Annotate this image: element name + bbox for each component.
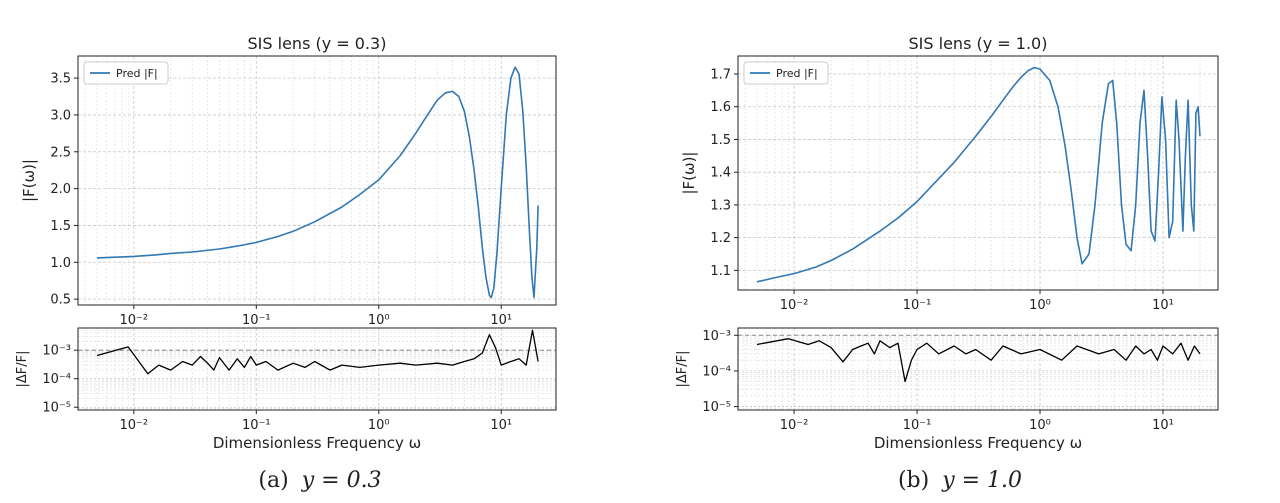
panel-b-main-title: SIS lens (y = 1.0) xyxy=(909,34,1048,53)
panel-a-main-y-tick-label: 0.5 xyxy=(50,293,71,308)
panel-a-main-legend-box xyxy=(83,61,169,85)
panel-a-residual-x-tick-label: 10⁻¹ xyxy=(242,418,271,433)
panel-a-main-x-tick-label: 10⁻² xyxy=(120,313,149,328)
panel-b-residual-y-tick-label: 10⁻³ xyxy=(702,329,731,344)
panel-b-main-y-tick-label: 1.1 xyxy=(710,264,731,279)
panel-a-main-legend-label: Pred |F| xyxy=(116,67,158,80)
panel-b-residual-x-tick-label: 10¹ xyxy=(1152,418,1174,433)
panel-a-main-legend: Pred |F| xyxy=(83,61,169,85)
panel-b-main-y-tick-label: 1.3 xyxy=(710,198,731,213)
caption-b-equation: y = 1.0 xyxy=(942,468,1023,493)
panel-a-residual-y-axis-label: |ΔF/F| xyxy=(15,351,30,388)
panel-b-residual-y-tick-label: 10⁻⁴ xyxy=(702,364,731,379)
panel-a-residual-grid xyxy=(78,327,556,411)
panel-b-main-y-axis-label: |F(ω)| xyxy=(680,151,698,194)
panel-a-main-y-tick-label: 3.5 xyxy=(50,72,71,87)
panel-a-residual-plot-area xyxy=(78,328,556,410)
panel-b-residual-frame xyxy=(737,327,1219,411)
panel-a-main-title: SIS lens (y = 0.3) xyxy=(248,34,387,53)
panel-a-residual-x-tick-label: 10¹ xyxy=(490,418,512,433)
panel-b-main-y-tick-label: 1.2 xyxy=(710,231,731,246)
panel-b-residual-y-tick-label: 10⁻⁵ xyxy=(702,400,731,415)
panel-a-main-plot-area xyxy=(78,56,556,305)
panel-b-main-x-tick-label: 10¹ xyxy=(1152,298,1174,313)
panel-b-main-legend-label: Pred |F| xyxy=(776,67,818,80)
panel-b-main-legend-box xyxy=(743,61,829,85)
panel-a-main-series-line xyxy=(96,66,539,299)
panel-b-residual-y-axis-label: |ΔF/F| xyxy=(675,351,690,388)
panel-a-main-y-tick-label: 2.5 xyxy=(50,145,71,160)
panel-b-main-y-tick-label: 1.7 xyxy=(710,68,731,83)
panel-b-residual-x-axis-label: Dimensionless Frequency ω xyxy=(874,434,1082,452)
panel-a-main-frame xyxy=(77,55,557,306)
panel-b-residual-grid xyxy=(738,328,1218,411)
panel-b-residual-series-line xyxy=(756,338,1201,383)
panel-b-residual-x-tick-label: 10⁻¹ xyxy=(903,418,932,433)
caption-a: (a) y = 0.3 xyxy=(0,468,640,493)
panel-a-main-x-tick-label: 10⁰ xyxy=(368,313,390,328)
panel-a-main-plot: 10⁻² 10⁻¹ 10⁰ 10¹ 0.5 1.0 1.5 2.0 2.5 3.0 3.5 SIS l… xyxy=(20,34,557,328)
caption-a-equation: y = 0.3 xyxy=(301,468,382,493)
panel-b-main-y-tick-label: 1.5 xyxy=(710,133,731,148)
panel-b-main-x-tick-label: 10⁻² xyxy=(780,298,809,313)
caption-b-label: (b) xyxy=(897,468,930,493)
panel-b-main-plot: 10⁻² 10⁻¹ 10⁰ 10¹ 1.1 1.2 1.3 1.4 1.5 1.6 1.7 SIS l… xyxy=(680,34,1219,313)
panel-b-main-series-line xyxy=(756,66,1201,283)
panel-a-main-y-tick-label: 3.0 xyxy=(50,108,71,123)
panel-a-residual-y-tick-label: 10⁻⁴ xyxy=(42,372,71,387)
panel-a-residual-y-tick-label: 10⁻⁵ xyxy=(42,401,71,416)
panel-a-main-y-tick-label: 1.0 xyxy=(50,256,71,271)
panel-a-residual-plot: 10⁻² 10⁻¹ 10⁰ 10¹ 10⁻⁵ 10⁻⁴ 10⁻³ Dimensionless … xyxy=(15,327,557,452)
panel-a-residual-frame xyxy=(77,327,557,411)
panel-a-main-y-tick-label: 2.0 xyxy=(50,182,71,197)
panel-a-residual-x-tick-label: 10⁻² xyxy=(120,418,149,433)
panel-b-main-x-tick-label: 10⁰ xyxy=(1029,298,1051,313)
panel-b-main-plot-area xyxy=(738,56,1218,290)
panel-a-residual-series-line xyxy=(96,329,539,375)
caption-a-label: (a) xyxy=(258,468,289,493)
panel-b-main-y-tick-label: 1.6 xyxy=(710,100,731,115)
panel-a-main-x-tick-label: 10¹ xyxy=(490,313,512,328)
panel-b-main-frame xyxy=(737,55,1219,291)
panel-b-residual-x-tick-label: 10⁻² xyxy=(780,418,809,433)
panel-b-residual-x-tick-label: 10⁰ xyxy=(1029,418,1051,433)
panel-a-residual-x-tick-label: 10⁰ xyxy=(368,418,390,433)
panel-b-main-y-tick-label: 1.4 xyxy=(710,166,731,181)
panel-a-main-grid xyxy=(78,56,556,305)
caption-b: (b) y = 1.0 xyxy=(640,468,1280,493)
panel-a-residual-x-axis-label: Dimensionless Frequency ω xyxy=(213,434,421,452)
panel-b-main-x-tick-label: 10⁻¹ xyxy=(903,298,932,313)
panel-b-residual-plot: 10⁻² 10⁻¹ 10⁰ 10¹ 10⁻⁵ 10⁻⁴ 10⁻³ Dimensionless … xyxy=(675,327,1219,452)
panel-a-main-y-axis-label: |F(ω)| xyxy=(20,159,38,202)
panel-a-main-x-tick-label: 10⁻¹ xyxy=(242,313,271,328)
figure: 10⁻² 10⁻¹ 10⁰ 10¹ 0.5 1.0 1.5 2.0 2.5 3.0 3.5 SIS l… xyxy=(15,34,1219,452)
panel-a-main-y-tick-label: 1.5 xyxy=(50,219,71,234)
panel-a-residual-y-tick-label: 10⁻³ xyxy=(42,344,71,359)
panel-b-residual-plot-area xyxy=(738,328,1218,410)
panel-b-main-legend: Pred |F| xyxy=(743,61,829,85)
